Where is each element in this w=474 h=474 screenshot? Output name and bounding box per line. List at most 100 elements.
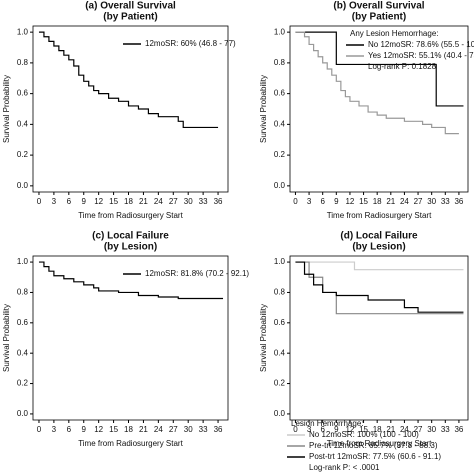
x-tick-label: 12	[345, 425, 354, 434]
y-tick-label: 0.0	[17, 181, 29, 190]
y-tick-label: 0.2	[17, 379, 29, 388]
panel-subtitle: (by Patient)	[352, 12, 406, 23]
y-axis-label: Survival Probability	[2, 304, 11, 372]
legend-title: Lesion Hemorrhage:	[291, 419, 363, 428]
y-tick-label: 1.0	[274, 27, 286, 36]
annotation: Log-rank P: < .0001	[309, 463, 380, 472]
survival-curve	[295, 261, 464, 271]
panel-title: (b) Overall Survival	[333, 1, 424, 12]
x-tick-label: 36	[454, 197, 463, 206]
x-tick-label: 18	[373, 425, 382, 434]
x-tick-label: 33	[199, 425, 208, 434]
y-tick-label: 0.8	[274, 288, 286, 297]
plot-box	[289, 255, 469, 421]
x-tick-label: 27	[414, 197, 423, 206]
x-tick-label: 30	[184, 425, 193, 434]
x-tick-label: 21	[139, 425, 148, 434]
y-tick-label: 0.6	[274, 318, 286, 327]
legend-label: 12moSR: 81.8% (70.2 - 92.1)	[145, 269, 249, 278]
panel-title: (a) Overall Survival	[85, 1, 176, 12]
panel-subtitle: (by Lesion)	[104, 242, 157, 253]
y-tick-label: 0.6	[17, 318, 29, 327]
y-tick-label: 0.0	[274, 409, 286, 418]
survival-curve	[38, 261, 224, 300]
x-tick-label: 3	[307, 197, 312, 206]
legend-label: Pre-trt 12moSR: 65.7% (37.8 - 88.3)	[309, 441, 438, 450]
survival-curve	[38, 31, 219, 129]
x-tick-label: 15	[359, 197, 368, 206]
x-tick-label: 6	[320, 425, 325, 434]
x-tick-label: 3	[307, 425, 312, 434]
y-tick-label: 1.0	[17, 257, 29, 266]
panel-subtitle: (by Lesion)	[352, 242, 405, 253]
y-tick-label: 1.0	[17, 27, 29, 36]
x-tick-label: 30	[184, 197, 193, 206]
x-tick-label: 6	[67, 425, 72, 434]
y-tick-label: 0.8	[274, 58, 286, 67]
x-tick-label: 3	[52, 197, 57, 206]
y-tick-label: 0.0	[274, 181, 286, 190]
x-axis-label: Time from Radiosurgery Start	[78, 211, 183, 220]
survival-curve	[295, 31, 464, 107]
x-tick-label: 9	[334, 197, 339, 206]
x-tick-label: 24	[400, 425, 409, 434]
x-tick-label: 12	[345, 197, 354, 206]
x-tick-label: 33	[441, 425, 450, 434]
x-tick-label: 24	[400, 197, 409, 206]
x-tick-label: 21	[386, 425, 395, 434]
y-tick-label: 0.4	[17, 348, 29, 357]
x-tick-label: 15	[109, 197, 118, 206]
x-tick-label: 36	[454, 425, 463, 434]
x-tick-label: 30	[427, 425, 436, 434]
legend-label: Post-trt 12moSR: 77.5% (60.6 - 91.1)	[309, 452, 441, 461]
x-tick-label: 24	[154, 197, 163, 206]
x-tick-label: 3	[52, 425, 57, 434]
y-tick-label: 0.8	[17, 58, 29, 67]
x-tick-label: 6	[320, 197, 325, 206]
y-tick-label: 0.8	[17, 288, 29, 297]
y-tick-label: 0.4	[274, 348, 286, 357]
y-tick-label: 0.6	[17, 89, 29, 98]
x-axis-label: Time from Radiosurgery Start	[78, 439, 183, 448]
x-tick-label: 9	[334, 425, 339, 434]
x-tick-label: 36	[214, 197, 223, 206]
legend-label: No 12moSR: 78.6% (55.5 - 100)	[368, 40, 474, 49]
x-tick-label: 15	[109, 425, 118, 434]
x-axis-label: Time from Radiosurgery Start	[327, 211, 432, 220]
x-tick-label: 30	[427, 197, 436, 206]
x-tick-label: 27	[169, 197, 178, 206]
legend-label: Yes 12moSR: 55.1% (40.4 - 75)	[368, 51, 474, 60]
plot-box	[289, 25, 469, 193]
plot-box	[32, 255, 229, 421]
y-tick-label: 0.2	[274, 379, 286, 388]
x-tick-label: 9	[82, 197, 87, 206]
x-tick-label: 0	[293, 425, 298, 434]
x-tick-label: 0	[293, 197, 298, 206]
plot-box	[32, 25, 229, 193]
x-tick-label: 33	[441, 197, 450, 206]
y-tick-label: 1.0	[274, 257, 286, 266]
survival-curve	[295, 261, 464, 313]
panel-title: (c) Local Failure	[92, 231, 169, 242]
x-tick-label: 36	[214, 425, 223, 434]
x-tick-label: 24	[154, 425, 163, 434]
y-tick-label: 0.2	[274, 150, 286, 159]
legend-title: Any Lesion Hemorrhage:	[350, 29, 439, 38]
panel-title: (d) Local Failure	[340, 231, 418, 242]
legend-label: No 12moSR: 100% (100 - 100)	[309, 430, 419, 439]
x-tick-label: 27	[414, 425, 423, 434]
x-tick-label: 21	[139, 197, 148, 206]
y-tick-label: 0.4	[17, 119, 29, 128]
y-axis-label: Survival Probability	[2, 75, 11, 143]
x-tick-label: 18	[373, 197, 382, 206]
y-tick-label: 0.2	[17, 150, 29, 159]
x-tick-label: 18	[124, 197, 133, 206]
x-tick-label: 27	[169, 425, 178, 434]
x-axis-label: Time from Radiosurgery Start	[327, 439, 432, 448]
annotation: Log-rank P: 0.1828	[368, 62, 437, 71]
survival-curve	[295, 31, 459, 135]
y-axis-label: Survival Probability	[259, 75, 268, 143]
x-tick-label: 21	[386, 197, 395, 206]
x-tick-label: 0	[37, 425, 42, 434]
